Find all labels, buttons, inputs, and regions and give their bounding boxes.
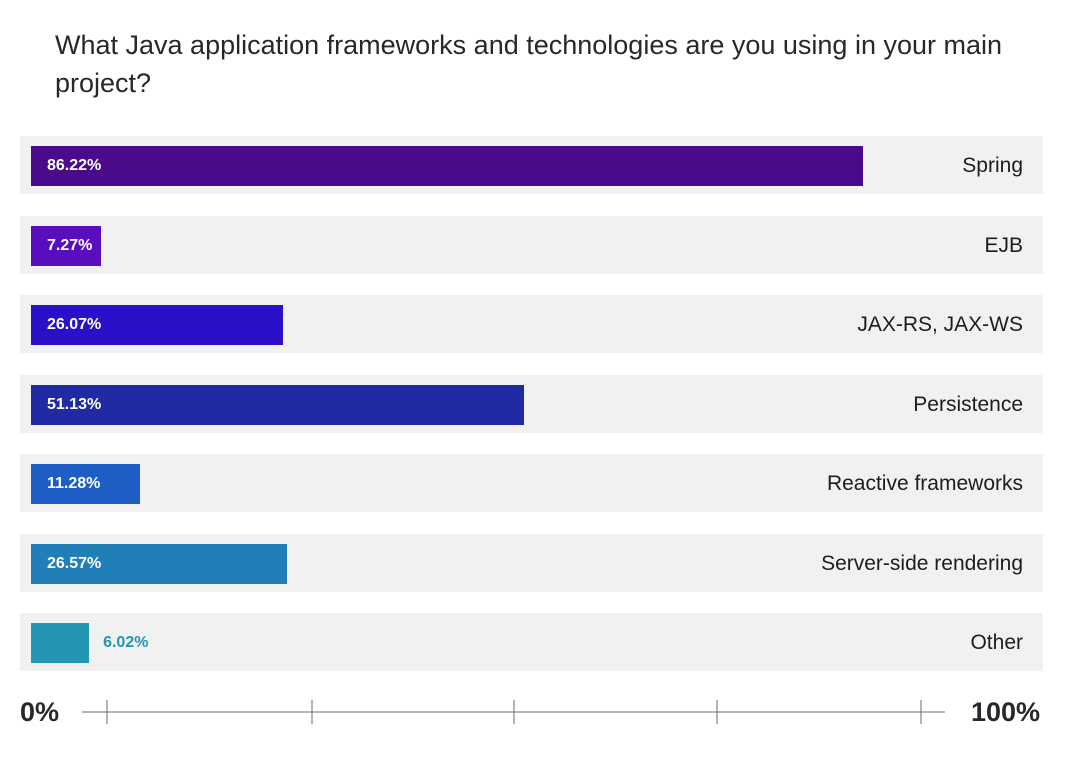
bar bbox=[31, 225, 102, 266]
bar bbox=[31, 305, 283, 345]
axis-min-label: 0% bbox=[20, 697, 60, 727]
bar-value-label: 86.22% bbox=[47, 157, 102, 174]
bar-row: 6.02% Other bbox=[20, 613, 1043, 671]
bar bbox=[31, 384, 525, 425]
bar-row: 86.22% Spring bbox=[20, 136, 1043, 194]
category-label: Other bbox=[970, 631, 1023, 654]
category-label: Persistence bbox=[913, 392, 1023, 416]
bar-row: 7.27% EJB bbox=[20, 215, 1043, 274]
bar-row: 51.13% Persistence bbox=[20, 374, 1043, 433]
bar-value-label: 6.02% bbox=[103, 634, 149, 651]
chart-title: What Java application frameworks and tec… bbox=[55, 30, 1003, 98]
category-label: EJB bbox=[984, 233, 1023, 257]
category-label: JAX-RS, JAX-WS bbox=[857, 313, 1023, 336]
bar bbox=[31, 543, 288, 584]
axis-max-label: 100% bbox=[970, 697, 1040, 727]
bar-value-label: 26.07% bbox=[47, 316, 102, 333]
bar-value-label: 51.13% bbox=[47, 395, 102, 413]
bar-row: 26.07% JAX-RS, JAX-WS bbox=[20, 295, 1043, 353]
bar-value-label: 7.27% bbox=[47, 236, 93, 254]
category-label: Spring bbox=[962, 154, 1023, 177]
bar-value-label: 26.57% bbox=[47, 554, 102, 572]
bar-row: 11.28% Reactive frameworks bbox=[20, 454, 1043, 512]
category-label: Reactive frameworks bbox=[826, 472, 1023, 495]
category-label: Server-side rendering bbox=[821, 551, 1023, 575]
bar bbox=[31, 464, 140, 504]
bar-value-label: 11.28% bbox=[47, 475, 101, 492]
bar bbox=[31, 623, 90, 663]
bar bbox=[31, 146, 864, 186]
bar-row: 26.57% Server-side rendering bbox=[20, 533, 1043, 592]
